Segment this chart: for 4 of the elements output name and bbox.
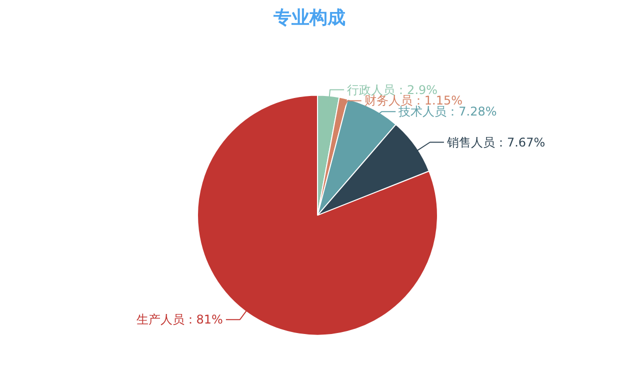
slice-label: 生产人员：81% <box>136 312 223 327</box>
chart-title: 专业构成 <box>272 8 346 28</box>
slice-label: 技术人员：7.28% <box>398 104 497 119</box>
slice-label: 销售人员：7.67% <box>446 135 546 150</box>
